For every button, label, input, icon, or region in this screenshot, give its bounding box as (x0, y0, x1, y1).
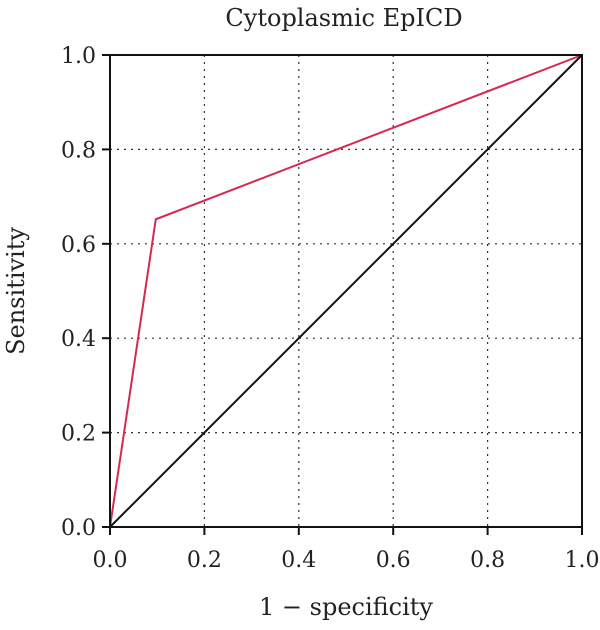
series-layer (109, 54, 583, 528)
x-tick-label: 0.0 (93, 548, 128, 573)
x-tick-label: 0.4 (281, 548, 316, 573)
x-tick-label: 0.8 (470, 548, 505, 573)
chart-title: Cytoplasmic EpICD (225, 4, 462, 32)
y-tick-label: 0.8 (61, 138, 96, 163)
y-tick-label: 0.6 (61, 233, 96, 258)
x-tick-label: 0.6 (376, 548, 411, 573)
y-tick-label: 0.4 (61, 327, 96, 352)
x-axis-label: 1 − specificity (259, 593, 433, 621)
reference-diagonal-line (109, 54, 583, 528)
y-axis-label: Sensitivity (2, 227, 30, 355)
roc-curve-line (109, 54, 583, 528)
x-tick-label: 1.0 (565, 548, 600, 573)
grid-layer (110, 55, 582, 527)
y-tick-label: 1.0 (61, 44, 96, 69)
plot-frame (109, 54, 583, 528)
y-tick-label: 0.0 (61, 516, 96, 541)
y-tick-label: 0.2 (61, 422, 96, 447)
tick-layer: 0.0 0.2 0.4 0.6 0.8 1.0 0.0 0.2 0.4 0.6 0.8 1.0 (61, 44, 600, 573)
x-tick-label: 0.2 (187, 548, 222, 573)
